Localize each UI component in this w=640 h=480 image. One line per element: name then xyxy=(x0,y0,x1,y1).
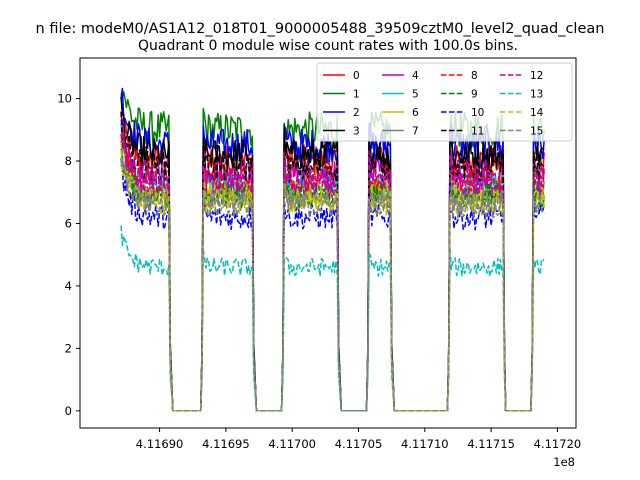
legend-label-9: 9 xyxy=(471,89,478,101)
y-tick-label: 8 xyxy=(65,154,72,168)
y-tick-label: 10 xyxy=(57,92,72,106)
legend-label-12: 12 xyxy=(530,70,543,82)
x-tick-label: 4.11705 xyxy=(335,437,383,451)
y-tick-label: 4 xyxy=(65,279,72,293)
y-tick-label: 2 xyxy=(65,341,72,355)
legend-label-5: 5 xyxy=(412,89,419,101)
x-tick-label: 4.11710 xyxy=(401,437,449,451)
series-line-15 xyxy=(120,157,545,412)
x-tick-label: 4.11720 xyxy=(534,437,582,451)
x-axis: 4.11690 4.11695 4.11700 4.11705 4.11710 4.117… xyxy=(136,428,581,451)
legend-label-6: 6 xyxy=(412,107,419,119)
legend-label-7: 7 xyxy=(412,126,419,138)
legend-label-8: 8 xyxy=(471,70,478,82)
y-tick-label: 6 xyxy=(65,216,72,230)
series-line-3 xyxy=(120,97,545,412)
x-tick-label: 4.11695 xyxy=(202,437,250,451)
legend-label-15: 15 xyxy=(530,126,543,138)
plot-lines xyxy=(120,87,545,412)
legend-box xyxy=(316,62,573,142)
legend-label-4: 4 xyxy=(412,70,419,82)
series-line-14 xyxy=(120,142,545,412)
series-line-10 xyxy=(120,158,545,412)
legend-label-11: 11 xyxy=(471,126,484,138)
chart-title: Quadrant 0 module wise count rates with … xyxy=(138,38,518,54)
legend-label-10: 10 xyxy=(471,107,484,119)
axes-frame xyxy=(79,57,577,429)
legend-label-0: 0 xyxy=(353,70,360,82)
legend-label-2: 2 xyxy=(353,107,360,119)
x-tick-label: 4.11715 xyxy=(467,437,515,451)
x-axis-offset-label: 1e8 xyxy=(553,455,575,469)
y-axis: 0 2 4 6 8 10 xyxy=(57,92,80,418)
legend-label-13: 13 xyxy=(530,89,543,101)
series-line-13 xyxy=(120,225,545,412)
series-line-12 xyxy=(120,131,545,412)
figure-suptitle: n file: modeM0/AS1A12_018T01_9000005488_… xyxy=(36,21,605,37)
x-tick-label: 4.11690 xyxy=(136,437,184,451)
legend-label-3: 3 xyxy=(353,126,360,138)
legend-label-14: 14 xyxy=(530,107,544,119)
series-line-11 xyxy=(120,111,545,412)
legend-label-1: 1 xyxy=(353,89,360,101)
x-tick-label: 4.11700 xyxy=(268,437,316,451)
series-line-2 xyxy=(120,87,545,412)
y-tick-label: 0 xyxy=(65,404,72,418)
